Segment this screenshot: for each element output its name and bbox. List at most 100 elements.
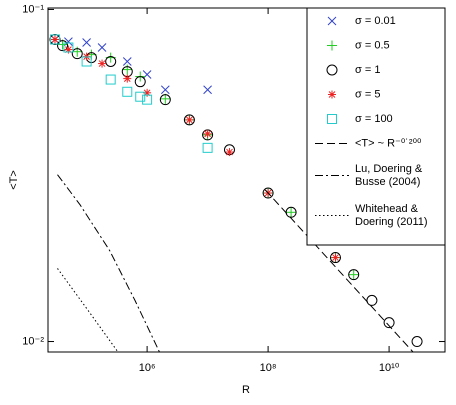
marker-stroke [332, 254, 339, 261]
marker [135, 91, 146, 102]
marker-stroke [82, 38, 91, 47]
marker-square [63, 42, 74, 53]
marker [286, 207, 297, 218]
marker [185, 115, 194, 124]
marker-square [49, 34, 60, 45]
marker [203, 129, 212, 138]
marker-stroke [123, 75, 131, 82]
marker [348, 269, 359, 280]
marker [57, 39, 68, 50]
marker-stroke [98, 60, 106, 67]
marker [331, 253, 340, 262]
legend-label-line: Lu, Doering & [355, 163, 423, 175]
marker [122, 86, 133, 97]
marker-stroke [51, 36, 59, 43]
marker-circle [348, 269, 360, 281]
marker-circle [411, 336, 423, 348]
legend-label: σ = 1 [355, 64, 380, 76]
legend-label-line: Doering (2011) [355, 216, 428, 228]
x-tick-label: 10⁸ [260, 362, 277, 374]
marker [183, 114, 195, 126]
marker [105, 74, 116, 85]
legend-label-line: Busse (2004) [355, 176, 420, 188]
plot-area [49, 33, 423, 352]
marker-circle [329, 252, 341, 264]
marker [97, 43, 107, 52]
marker-circle [326, 64, 338, 76]
marker [123, 74, 132, 83]
marker [122, 57, 132, 66]
marker-circle [71, 48, 83, 60]
marker-stroke [97, 43, 107, 52]
marker [203, 85, 212, 95]
marker [329, 252, 341, 264]
x-tick-label: 10¹⁰ [379, 362, 400, 374]
marker-circle [57, 40, 69, 52]
x-axis-label: R [242, 384, 250, 396]
fit-line [57, 268, 119, 352]
marker [327, 40, 337, 51]
marker [328, 90, 336, 99]
marker [262, 187, 274, 199]
marker-square [81, 56, 92, 67]
legend-label: Lu, Doering & Busse (2004) [355, 163, 423, 188]
marker-square [202, 142, 213, 153]
marker-stroke [186, 116, 193, 124]
marker [57, 40, 69, 52]
marker-circle [383, 317, 395, 329]
y-tick-label: 10⁻² [22, 335, 44, 347]
x-tick-label: 10⁶ [139, 362, 156, 374]
marker-stroke [328, 91, 336, 98]
marker-square [327, 114, 337, 124]
marker-circle [159, 94, 171, 106]
marker [327, 16, 337, 26]
marker [50, 35, 59, 44]
marker [160, 93, 171, 104]
marker [348, 269, 360, 281]
marker [142, 94, 153, 105]
marker [411, 336, 423, 348]
marker-circle [105, 55, 117, 67]
fit-line [264, 189, 414, 352]
marker-square [135, 91, 146, 102]
marker [326, 64, 338, 76]
legend-box [306, 7, 446, 246]
marker [98, 59, 107, 68]
marker-square [142, 94, 153, 105]
marker [63, 42, 74, 53]
marker [142, 70, 152, 79]
marker-stroke [142, 70, 152, 79]
legend-label: <T> ~ R⁻⁰˙²⁰⁰ [355, 137, 422, 149]
legend-label: σ = 5 [355, 88, 380, 100]
legend-label: Whitehead & Doering (2011) [355, 203, 428, 228]
marker [71, 48, 83, 60]
marker [225, 148, 234, 157]
marker-stroke [226, 148, 233, 156]
marker [366, 294, 378, 306]
marker [82, 38, 91, 47]
marker [81, 56, 92, 67]
marker [202, 142, 213, 153]
marker-stroke [327, 16, 337, 26]
marker [49, 34, 60, 45]
legend-label: σ = 0.01 [355, 15, 396, 27]
marker [159, 94, 171, 106]
legend-label: σ = 0.5 [355, 39, 390, 51]
marker-circle [134, 76, 146, 88]
legend-label: σ = 100 [355, 113, 393, 125]
marker [160, 85, 170, 95]
marker [105, 55, 117, 67]
marker-square [105, 74, 116, 85]
marker [327, 114, 337, 124]
marker-stroke [122, 57, 132, 66]
marker-square [122, 86, 133, 97]
y-tick-label: 10⁻¹ [22, 3, 44, 15]
fit-line [57, 174, 160, 352]
marker-circle [183, 114, 195, 126]
marker-circle [366, 294, 378, 306]
marker [134, 76, 146, 88]
y-axis-label: <T> [8, 170, 20, 190]
marker-stroke [160, 85, 170, 95]
